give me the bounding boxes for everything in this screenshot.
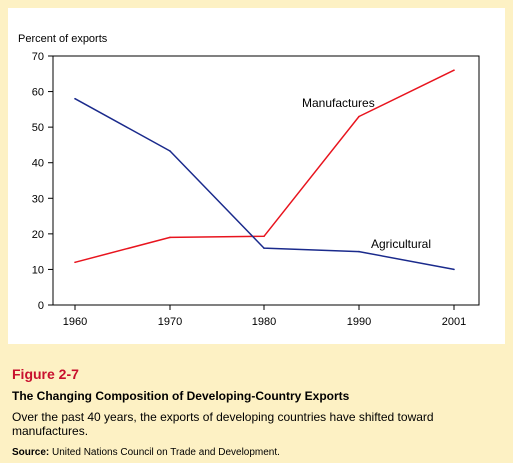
data-point-agricultural (169, 150, 171, 152)
data-point-agricultural (74, 97, 76, 100)
data-point-manufactures (74, 261, 76, 264)
data-point-agricultural (358, 250, 360, 253)
figure-number: Figure 2-7 (12, 366, 79, 382)
series-line-manufactures (74, 69, 455, 264)
data-point-manufactures (169, 236, 171, 239)
y-tick-label: 40 (32, 158, 44, 170)
y-tick-label: 70 (32, 51, 44, 63)
y-tick-label: 0 (38, 300, 44, 312)
source-text: United Nations Council on Trade and Deve… (49, 447, 280, 458)
source-label: Source: (12, 447, 50, 458)
series-label-agricultural: Agricultural (371, 237, 431, 251)
chart-panel: Percent of exports 0 10 20 30 40 50 60 70 1960 19… (8, 8, 505, 344)
data-point-agricultural (263, 247, 265, 249)
x-tick-label: 1990 (347, 316, 371, 328)
line-chart: Percent of exports 0 10 20 30 40 50 60 70 1960 19… (18, 33, 480, 328)
figure-source: Source: United Nations Council on Trade … (12, 447, 502, 458)
x-tick-label: 1970 (158, 316, 182, 328)
data-point-manufactures (358, 115, 360, 118)
plot-frame (52, 55, 480, 306)
data-point-agricultural (453, 268, 455, 271)
data-point-manufactures (263, 235, 265, 238)
x-tick-label: 1980 (252, 316, 276, 328)
figure-caption: Figure 2-7 The Changing Composition of D… (12, 366, 502, 458)
y-tick-label: 10 (32, 264, 44, 276)
data-point-manufactures (453, 69, 455, 71)
series-label-manufactures: Manufactures (302, 96, 375, 110)
y-axis-title: Percent of exports (18, 33, 108, 45)
y-tick-label: 20 (32, 229, 44, 241)
y-tick-label: 30 (32, 193, 44, 205)
x-tick-label: 1960 (63, 316, 87, 328)
y-tick-label: 60 (32, 87, 44, 99)
x-tick-label: 2001 (442, 316, 466, 328)
y-tick-label: 50 (32, 122, 44, 134)
figure-description: Over the past 40 years, the exports of d… (12, 410, 434, 438)
figure-title: The Changing Composition of Developing-C… (12, 389, 350, 403)
